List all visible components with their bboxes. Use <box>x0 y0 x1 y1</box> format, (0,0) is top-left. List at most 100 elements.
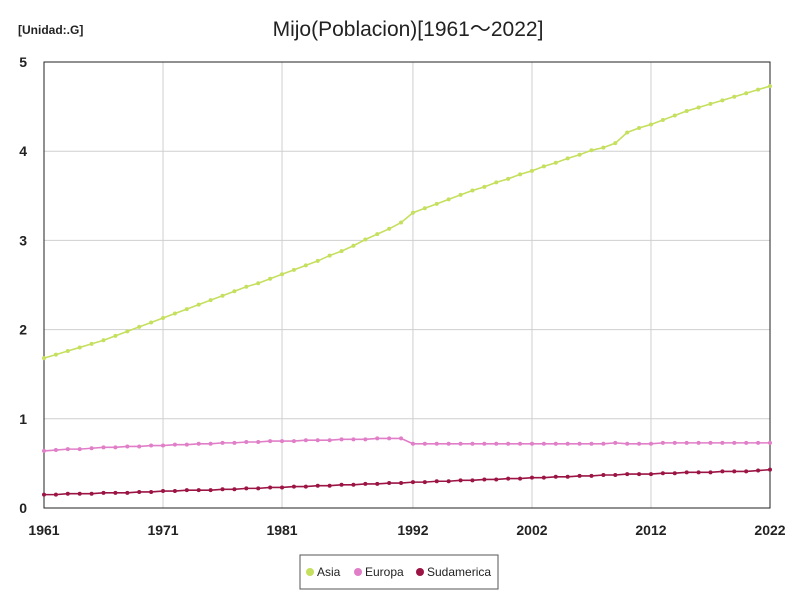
data-point <box>672 471 677 476</box>
legend-marker <box>416 568 424 576</box>
data-point <box>125 490 130 495</box>
data-point <box>256 439 261 444</box>
data-point <box>482 441 487 446</box>
data-point <box>577 441 582 446</box>
data-point <box>161 489 166 494</box>
data-point <box>482 184 487 189</box>
data-point <box>637 441 642 446</box>
data-point <box>613 440 618 445</box>
data-point <box>553 474 558 479</box>
data-point <box>601 472 606 477</box>
data-point <box>756 468 761 473</box>
data-point <box>291 484 296 489</box>
data-point <box>339 437 344 442</box>
data-point <box>768 440 772 445</box>
data-point <box>65 447 70 452</box>
data-point <box>744 91 749 96</box>
plot-area-border <box>43 61 771 509</box>
legend: Asia Europa Sudamerica <box>299 554 499 590</box>
legend-label: Asia <box>317 565 341 579</box>
data-point <box>696 105 701 110</box>
data-point <box>208 441 213 446</box>
series-europa <box>42 436 772 453</box>
data-point <box>280 272 285 277</box>
data-point <box>137 444 142 449</box>
x-tick-label: 2012 <box>635 522 666 538</box>
data-point <box>565 156 570 161</box>
data-point <box>244 284 249 289</box>
data-point <box>327 483 332 488</box>
data-point <box>565 474 570 479</box>
data-point <box>518 476 523 481</box>
data-point <box>220 487 225 492</box>
data-point <box>529 168 534 173</box>
data-point <box>232 440 237 445</box>
data-point <box>339 249 344 254</box>
data-point <box>196 488 201 493</box>
data-point <box>315 438 320 443</box>
data-point <box>65 491 70 496</box>
data-point <box>494 180 499 185</box>
data-point <box>732 469 737 474</box>
data-point <box>768 467 772 472</box>
data-point <box>303 263 308 268</box>
data-point <box>696 470 701 475</box>
data-point <box>613 141 618 146</box>
data-point <box>399 481 404 486</box>
data-point <box>744 469 749 474</box>
data-point <box>42 356 46 361</box>
data-point <box>196 441 201 446</box>
data-point <box>89 446 94 451</box>
data-point <box>161 316 166 321</box>
data-point <box>315 483 320 488</box>
data-point <box>422 480 427 485</box>
data-point <box>172 442 177 447</box>
data-point <box>220 440 225 445</box>
data-point <box>303 484 308 489</box>
data-point <box>553 441 558 446</box>
data-point <box>399 220 404 225</box>
legend-box <box>299 554 499 590</box>
data-point <box>768 84 772 89</box>
data-point <box>410 480 415 485</box>
data-point <box>541 164 546 169</box>
data-point <box>280 485 285 490</box>
data-point <box>732 94 737 99</box>
data-point <box>351 243 356 248</box>
data-point <box>720 440 725 445</box>
data-point <box>637 472 642 477</box>
data-point <box>708 470 713 475</box>
data-point <box>565 441 570 446</box>
data-point <box>720 98 725 103</box>
data-point <box>101 490 106 495</box>
data-point <box>458 478 463 483</box>
data-point <box>637 126 642 131</box>
data-point <box>446 197 451 202</box>
data-point <box>184 307 189 312</box>
data-point <box>387 226 392 231</box>
data-point <box>601 145 606 150</box>
data-point <box>351 482 356 487</box>
data-point <box>434 201 439 206</box>
data-point <box>387 481 392 486</box>
data-point <box>101 445 106 450</box>
data-point <box>268 439 273 444</box>
data-point <box>351 437 356 442</box>
data-point <box>327 253 332 258</box>
data-point <box>280 439 285 444</box>
data-point <box>553 160 558 165</box>
x-tick-label: 1961 <box>28 522 59 538</box>
data-point <box>506 441 511 446</box>
y-tick-label: 1 <box>19 411 27 427</box>
data-point <box>375 232 380 237</box>
data-point <box>184 442 189 447</box>
data-point <box>244 439 249 444</box>
data-point <box>244 486 249 491</box>
data-point <box>470 441 475 446</box>
unit-label: [Unidad:.G] <box>18 23 83 37</box>
data-point <box>625 130 630 135</box>
data-point <box>458 192 463 197</box>
data-point <box>113 490 118 495</box>
data-point <box>434 479 439 484</box>
